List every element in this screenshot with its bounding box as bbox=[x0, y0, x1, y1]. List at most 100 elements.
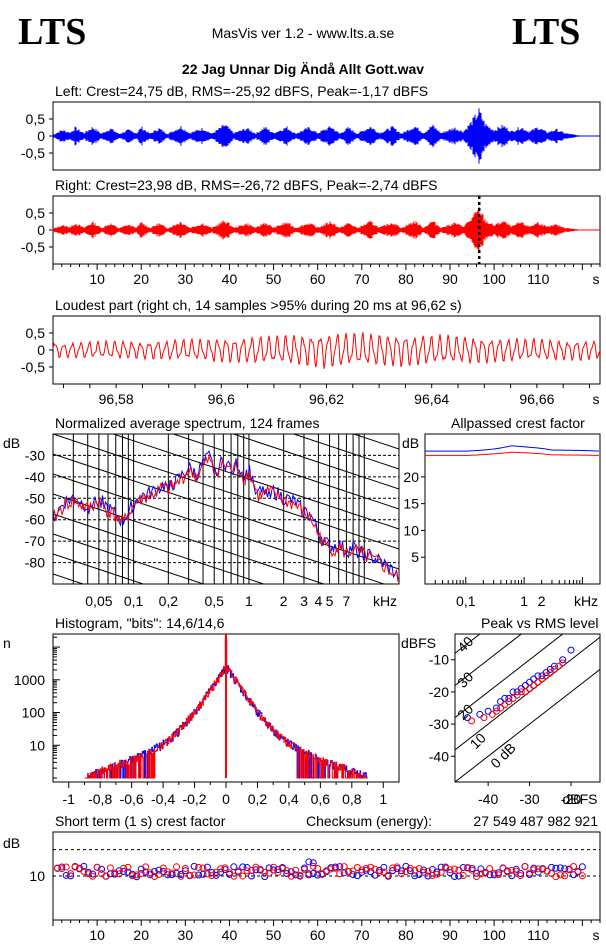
short-crest-point-right bbox=[71, 863, 79, 871]
short-crest-point-right bbox=[133, 871, 141, 879]
short-crest-point-right bbox=[120, 864, 128, 872]
xtick-label-loudest: 96,62 bbox=[309, 391, 344, 407]
short-crest-point-right bbox=[106, 864, 114, 872]
short-crest-point-right bbox=[349, 867, 357, 875]
short-crest-point-right bbox=[58, 865, 66, 873]
short-crest-point-left bbox=[556, 864, 564, 872]
short-crest-point-left bbox=[336, 863, 344, 871]
chart-title-loudest: Loudest part (right ch, 14 samples >95% … bbox=[55, 297, 462, 313]
short-crest-point-right bbox=[128, 872, 136, 880]
short-crest-point-left bbox=[424, 872, 432, 880]
chart-title-allpassed: Allpassed crest factor bbox=[451, 415, 585, 431]
xtick-label-spectrum: 5 bbox=[326, 593, 334, 609]
peak-rms-point-left bbox=[530, 675, 538, 683]
short-crest-point-right bbox=[525, 869, 533, 877]
short-crest-point-right bbox=[397, 870, 405, 878]
short-crest-point-right bbox=[111, 869, 119, 877]
spectrum-trace-right bbox=[53, 454, 399, 582]
short-crest-point-right bbox=[428, 872, 436, 880]
short-crest-point-left bbox=[62, 871, 70, 879]
short-crest-point-left bbox=[177, 871, 185, 879]
ytick-label-histogram: 1000 bbox=[14, 672, 45, 688]
ytick-label-peak-rms: -40 bbox=[429, 748, 449, 764]
short-crest-point-left bbox=[358, 868, 366, 876]
short-crest-outlier-left bbox=[305, 858, 313, 866]
xtick-label-right: 30 bbox=[178, 271, 194, 287]
x-unit-short-crest: s bbox=[593, 927, 600, 943]
xtick-label-right: 110 bbox=[527, 271, 550, 287]
short-crest-point-right bbox=[437, 868, 445, 876]
short-crest-point-left bbox=[248, 872, 256, 880]
xtick-label-loudest: 96,6 bbox=[208, 391, 235, 407]
short-crest-point-right bbox=[208, 872, 216, 880]
checksum-label: Checksum (energy): bbox=[306, 813, 432, 829]
short-crest-point-right bbox=[503, 868, 511, 876]
peak-rms-point-right bbox=[559, 659, 567, 667]
xtick-label-histogram: -1 bbox=[63, 791, 76, 807]
xtick-label-spectrum: 7 bbox=[343, 593, 351, 609]
allpassed-trace-left bbox=[425, 445, 600, 452]
xtick-label-spectrum: 2 bbox=[280, 593, 288, 609]
x-unit-loudest: s bbox=[593, 391, 600, 407]
waveform-trace-left bbox=[52, 108, 600, 164]
short-crest-point-right bbox=[495, 871, 503, 879]
xtick-label-short-crest: 80 bbox=[398, 927, 414, 943]
xtick-label-short-crest: 10 bbox=[89, 927, 105, 943]
xtick-label-peak-rms: -20 bbox=[561, 791, 581, 807]
xtick-label-right: 80 bbox=[398, 271, 414, 287]
ytick-label-allpassed: 10 bbox=[403, 522, 419, 538]
xtick-label-histogram: -0,2 bbox=[182, 791, 206, 807]
short-crest-point-left bbox=[195, 871, 203, 879]
short-crest-point-right bbox=[155, 870, 163, 878]
xtick-label-histogram: 0,6 bbox=[311, 791, 331, 807]
short-crest-point-left bbox=[420, 866, 428, 874]
ytick-label-allpassed: 5 bbox=[411, 549, 419, 565]
short-crest-point-right bbox=[137, 870, 145, 878]
crest-diagonal-label: 0 dB bbox=[487, 740, 519, 772]
short-crest-point-right bbox=[159, 864, 167, 872]
ytick-label-spectrum: -50 bbox=[25, 490, 45, 506]
xtick-label-short-crest: 30 bbox=[178, 927, 194, 943]
short-crest-point-left bbox=[190, 862, 198, 870]
y-unit-short-crest: dB bbox=[3, 835, 20, 851]
short-crest-point-left bbox=[450, 873, 458, 881]
xtick-label-histogram: -0,8 bbox=[88, 791, 112, 807]
ytick-label-allpassed: 20 bbox=[403, 469, 419, 485]
short-crest-point-left bbox=[292, 871, 300, 879]
xtick-label-short-crest: 60 bbox=[310, 927, 326, 943]
short-crest-point-right bbox=[490, 869, 498, 877]
short-crest-point-right bbox=[323, 867, 330, 875]
short-crest-point-right bbox=[384, 871, 392, 879]
short-crest-point-left bbox=[437, 863, 445, 871]
peak-rms-point-right bbox=[509, 694, 517, 702]
ytick-label-loudest: 0 bbox=[37, 342, 45, 358]
short-crest-point-right bbox=[433, 870, 441, 878]
xtick-label-spectrum: 0,05 bbox=[85, 593, 112, 609]
short-crest-point-left bbox=[380, 863, 388, 871]
histogram-chart: Histogram, "bits": 14,6/14,6n100010010-1… bbox=[3, 615, 400, 807]
ytick-label-short-crest: 10 bbox=[29, 868, 45, 884]
peak-rms-point-right bbox=[521, 688, 529, 696]
short-crest-point-right bbox=[552, 873, 560, 881]
short-crest-point-left bbox=[203, 863, 211, 871]
short-crest-point-right bbox=[499, 864, 507, 872]
short-crest-point-right bbox=[186, 871, 194, 879]
xtick-label-right: 10 bbox=[89, 271, 105, 287]
crest-diagonal-label: 40 bbox=[454, 633, 476, 655]
peak-rms-point-left bbox=[526, 678, 534, 686]
short-crest-point-right bbox=[314, 864, 322, 872]
peak-rms-point-right bbox=[530, 681, 538, 689]
short-crest-point-right bbox=[468, 866, 476, 874]
app-title: MasVis ver 1.2 - www.lts.a.se bbox=[212, 25, 395, 41]
short-crest-point-right bbox=[570, 862, 578, 870]
short-crest-point-left bbox=[155, 866, 163, 874]
xtick-label-histogram: 0,8 bbox=[342, 791, 362, 807]
short-crest-point-right bbox=[212, 868, 220, 876]
short-crest-point-right bbox=[67, 870, 75, 878]
xtick-label-short-crest: 90 bbox=[442, 927, 458, 943]
short-crest-point-right bbox=[164, 868, 172, 876]
spectrum-slope-line bbox=[53, 513, 266, 584]
short-crest-point-right bbox=[446, 866, 454, 874]
short-crest-point-left bbox=[181, 867, 189, 875]
chart-title-left: Left: Crest=24,75 dB, RMS=-25,92 dBFS, P… bbox=[55, 83, 428, 99]
